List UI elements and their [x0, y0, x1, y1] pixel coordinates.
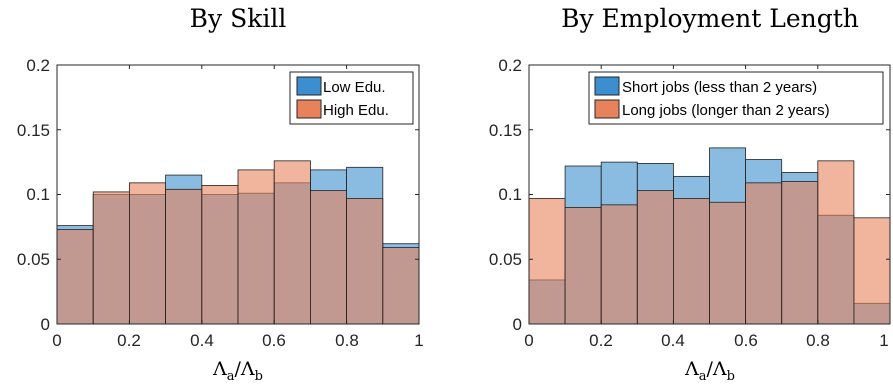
y-tick-label: 0.2 — [26, 56, 50, 75]
legend-entry-low-edu: Low Edu. — [323, 79, 386, 96]
x-tick-label: 0 — [524, 331, 533, 350]
bar-series-1-bin-0 — [528, 197, 566, 325]
bar-series-1-bin-5 — [709, 201, 746, 325]
bar-series-1-bin-5 — [237, 169, 275, 325]
chart-by-skill: By Skill 0 0.05 0.1 0.15 0.2 0 0.2 0.4 0… — [17, 4, 424, 384]
legend-entry-long-jobs: Long jobs (longer than 2 years) — [622, 102, 830, 119]
y-tick-label: 0.1 — [26, 185, 50, 204]
bar-series-1-bin-8 — [817, 160, 855, 325]
legend-swatch-high-edu — [296, 99, 322, 119]
x-tick-label: 0.6 — [262, 331, 286, 350]
x-tick-label: 0.2 — [589, 331, 613, 350]
bar-series-1-bin-7 — [781, 181, 819, 325]
x-axis-label: Λa/Λb — [684, 358, 735, 384]
bar-series-1-bin-3 — [165, 188, 203, 325]
y-tick-label: 0.05 — [489, 250, 522, 269]
chart-by-employment-length: By Employment Length 0 0.05 0.1 0.15 0.2… — [489, 4, 891, 384]
x-axis: 0 0.2 0.4 0.6 0.8 1 — [52, 331, 423, 350]
x-axis: 0 0.2 0.4 0.6 0.8 1 — [524, 331, 888, 350]
bar-series-1-bin-8 — [346, 197, 384, 325]
x-axis-label: Λa/Λb — [212, 358, 263, 384]
bar-series-1-bin-6 — [745, 182, 783, 325]
x-tick-label: 0.8 — [806, 331, 830, 350]
chart-title: By Employment Length — [561, 4, 859, 33]
x-tick-label: 1 — [414, 331, 423, 350]
bar-series-1-bin-4 — [201, 185, 239, 325]
legend-swatch-short-jobs — [594, 76, 620, 96]
bar-series-1-bin-9 — [382, 247, 420, 325]
y-tick-label: 0.1 — [498, 185, 522, 204]
bar-series-1-bin-3 — [636, 190, 674, 325]
bar-group — [56, 160, 420, 325]
y-tick-label: 0.2 — [498, 56, 522, 75]
legend-swatch-low-edu — [296, 76, 322, 96]
x-tick-label: 0.8 — [335, 331, 359, 350]
y-tick-label: 0 — [513, 315, 522, 334]
x-tick-label: 1 — [879, 331, 888, 350]
bar-series-1-bin-2 — [600, 204, 638, 325]
bar-series-1-bin-9 — [853, 217, 891, 325]
legend-box — [588, 71, 884, 125]
legend: Low Edu. High Edu. — [289, 71, 414, 125]
y-tick-label: 0.15 — [489, 121, 522, 140]
bar-series-1-bin-2 — [128, 182, 166, 325]
bar-group — [528, 147, 891, 325]
bar-series-1-bin-4 — [673, 197, 710, 325]
x-tick-label: 0 — [52, 331, 61, 350]
x-tick-label: 0.2 — [117, 331, 141, 350]
x-tick-label: 0.4 — [190, 331, 214, 350]
legend-swatch-long-jobs — [594, 99, 620, 119]
y-tick-label: 0 — [41, 315, 50, 334]
y-tick-label: 0.05 — [17, 250, 50, 269]
bar-series-1-bin-7 — [309, 190, 347, 325]
legend: Short jobs (less than 2 years) Long jobs… — [588, 71, 884, 125]
y-axis: 0 0.05 0.1 0.15 0.2 — [489, 56, 522, 334]
x-tick-label: 0.6 — [734, 331, 758, 350]
bar-series-1-bin-1 — [564, 207, 602, 325]
chart-title: By Skill — [190, 4, 287, 33]
y-axis: 0 0.05 0.1 0.15 0.2 — [17, 56, 50, 334]
y-tick-label: 0.15 — [17, 121, 50, 140]
legend-entry-short-jobs: Short jobs (less than 2 years) — [622, 79, 817, 96]
x-tick-label: 0.4 — [661, 331, 685, 350]
legend-entry-high-edu: High Edu. — [323, 102, 389, 119]
bar-series-1-bin-0 — [56, 229, 94, 325]
bar-series-1-bin-1 — [92, 191, 130, 325]
bar-series-1-bin-6 — [273, 160, 311, 325]
